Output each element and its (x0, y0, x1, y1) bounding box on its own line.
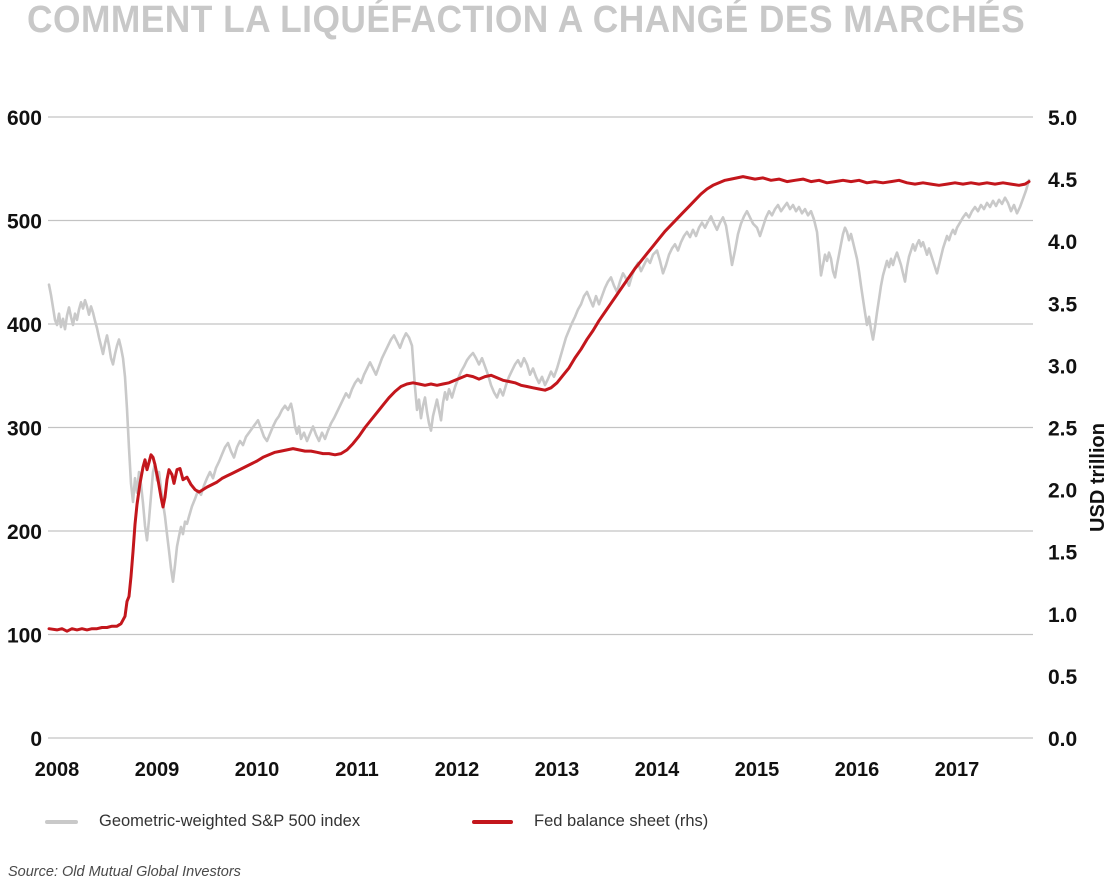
legend-label-fed: Fed balance sheet (rhs) (534, 812, 709, 830)
source-caption: Source: Old Mutual Global Investors (8, 864, 241, 880)
right-axis-tick-label: 0.0 (1048, 728, 1077, 751)
x-axis-year-label: 2012 (435, 759, 480, 781)
x-axis-year-label: 2010 (235, 759, 280, 781)
right-axis-tick-label: 2.5 (1048, 418, 1078, 441)
series-line-fed-balance-sheet (47, 175, 1031, 633)
x-axis-year-label: 2014 (635, 759, 680, 781)
right-axis-tick-label: 2.0 (1048, 480, 1077, 503)
series-line-sp500 (47, 178, 1031, 584)
x-axis-year-label: 2016 (835, 759, 880, 781)
right-axis-tick-label: 4.5 (1048, 169, 1078, 192)
legend-label-sp500: Geometric-weighted S&P 500 index (99, 812, 361, 830)
left-axis-tick-label: 500 (7, 211, 42, 234)
right-axis-tick-label: 3.5 (1048, 293, 1078, 316)
left-axis-tick-label: 400 (7, 314, 42, 337)
dual-axis-line-chart: 0 100 200 300 400 500 600 0.0 0.5 1.0 1.5 2.0 2.5 3.0… (7, 107, 1109, 781)
right-axis-title: USD trillion (1087, 423, 1109, 532)
legend-item-sp500: Geometric-weighted S&P 500 index (45, 812, 360, 831)
x-axis-year-label: 2011 (335, 759, 378, 781)
sp500-line-swatch (45, 819, 78, 824)
x-axis-year-label: 2008 (35, 759, 80, 781)
x-axis-year-label: 2013 (535, 759, 580, 781)
x-axis-year-label: 2017 (935, 759, 980, 781)
left-axis-tick-label: 100 (7, 625, 42, 648)
left-axis-tick-label: 200 (7, 521, 42, 544)
right-axis-tick-label: 1.0 (1048, 604, 1077, 627)
x-axis-year-label: 2015 (735, 759, 780, 781)
right-axis-tick-label: 3.0 (1048, 355, 1077, 378)
right-axis-tick-label: 0.5 (1048, 666, 1078, 689)
fed-line-swatch (472, 819, 513, 824)
right-axis-tick-label: 5.0 (1048, 107, 1077, 130)
right-axis-tick-label: 4.0 (1048, 231, 1077, 254)
left-axis-tick-label: 0 (30, 728, 42, 751)
legend-item-fed: Fed balance sheet (rhs) (472, 812, 708, 831)
right-axis-tick-label: 1.5 (1048, 542, 1078, 565)
page-title: COMMENT LA LIQUÉFACTION A CHANGÉ DES MAR… (27, 0, 1026, 41)
x-axis-year-label: 2009 (135, 759, 180, 781)
left-axis-tick-label: 300 (7, 418, 42, 441)
left-axis-tick-label: 600 (7, 107, 42, 130)
